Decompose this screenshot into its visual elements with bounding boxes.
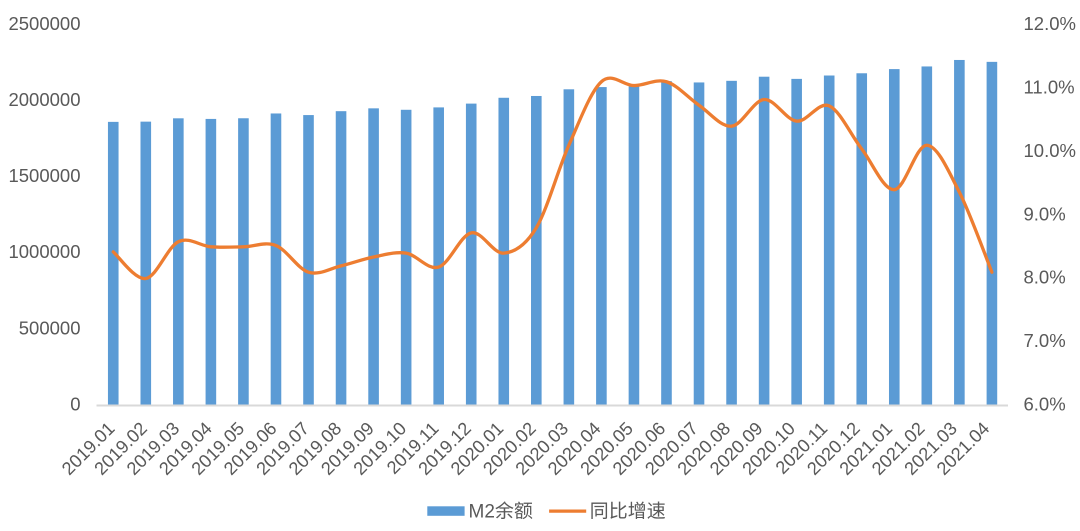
- svg-text:8.0%: 8.0%: [1024, 267, 1066, 288]
- svg-text:6.0%: 6.0%: [1024, 393, 1066, 414]
- svg-text:1500000: 1500000: [8, 165, 80, 186]
- svg-text:9.0%: 9.0%: [1024, 203, 1066, 224]
- svg-text:7.0%: 7.0%: [1024, 330, 1066, 351]
- svg-text:2500000: 2500000: [8, 13, 80, 34]
- svg-text:12.0%: 12.0%: [1024, 13, 1076, 34]
- svg-text:M2: M2: [469, 502, 495, 523]
- svg-text:10.0%: 10.0%: [1024, 140, 1076, 161]
- svg-text:0: 0: [70, 394, 80, 415]
- svg-text:11.0%: 11.0%: [1024, 77, 1075, 98]
- svg-text:2000000: 2000000: [8, 89, 80, 110]
- svg-text:1000000: 1000000: [8, 241, 80, 262]
- svg-text:500000: 500000: [19, 317, 81, 338]
